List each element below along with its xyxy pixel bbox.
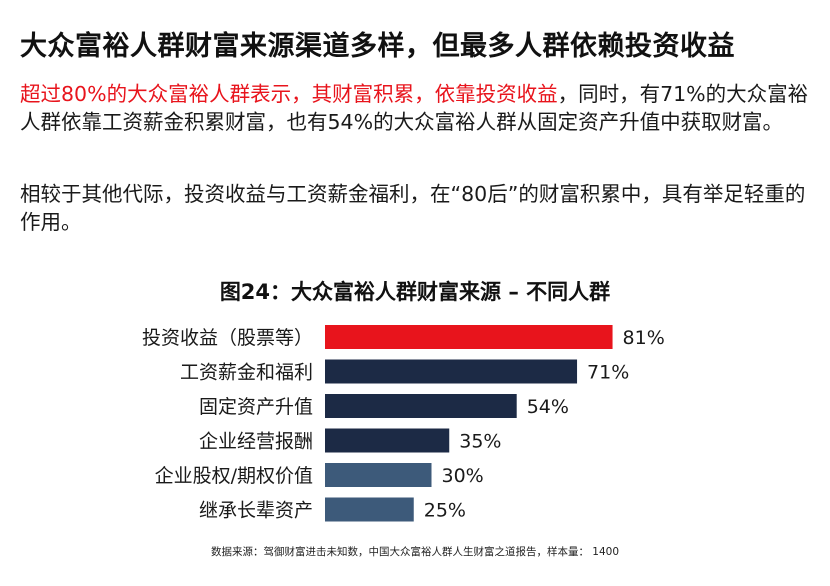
value-label-2: 54%: [527, 396, 569, 418]
summary-paragraph-1: 超过80%的大众富裕人群表示，其财富积累，依靠投资收益，同时，有71%的大众富裕…: [20, 80, 810, 136]
value-label-0: 81%: [623, 327, 665, 349]
bar-5: [325, 497, 414, 522]
category-label-4: 企业股权/期权价值: [155, 465, 313, 487]
page-headline: 大众富裕人群财富来源渠道多样，但最多人群依赖投资收益: [20, 31, 735, 62]
category-label-3: 企业经营报酬: [199, 431, 313, 453]
bar-0: [325, 325, 613, 349]
value-label-1: 71%: [587, 362, 629, 384]
bar-3: [325, 428, 450, 453]
data-source-note: 数据来源：驾御财富进击未知数，中国大众富裕人群人生财富之道报告，样本量： 140…: [210, 546, 620, 558]
value-label-5: 25%: [424, 500, 466, 522]
value-label-4: 30%: [442, 465, 484, 487]
value-label-3: 35%: [459, 431, 501, 453]
bar-1: [325, 359, 578, 384]
bar-2: [325, 394, 517, 418]
summary-paragraph-2: 相较于其他代际，投资收益与工资薪金福利，在“80后”的财富积累中，具有举足轻重的…: [20, 182, 806, 234]
chart-title: 图24：大众富裕人群财富来源 – 不同人群: [219, 280, 611, 304]
category-label-2: 固定资产升值: [199, 396, 313, 418]
category-label-0: 投资收益（股票等）: [142, 327, 313, 349]
paragraph-1-rest: ，同时，有71%的大众富裕人群依靠工资薪金积累财富，也有54%的大众富裕人群从固…: [20, 82, 809, 134]
highlight-text: 超过80%的大众富裕人群表示，其财富积累，依靠投资收益: [20, 82, 558, 106]
category-label-5: 继承长辈资产: [199, 500, 313, 522]
bar-4: [325, 463, 432, 487]
bar-chart: 投资收益（股票等） 81% 工资薪金和福利 71% 固定资产升值 54% 企业经营报酬 35%…: [142, 325, 665, 522]
category-label-1: 工资薪金和福利: [180, 362, 313, 384]
